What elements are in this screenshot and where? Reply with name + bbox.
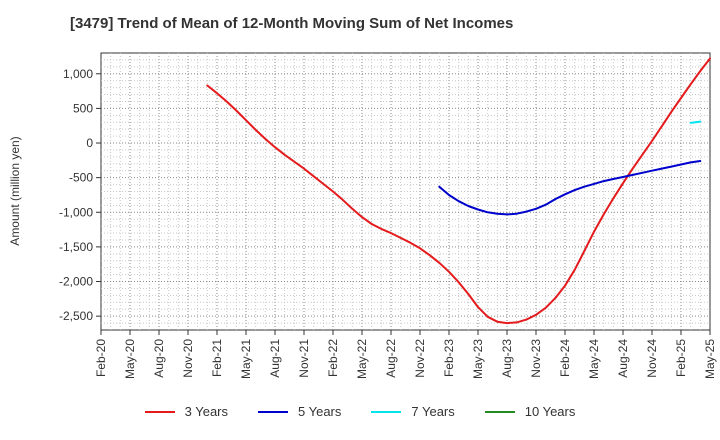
x-tick-label: Aug-24 bbox=[616, 339, 630, 378]
legend-item-7-years: 7 Years bbox=[371, 404, 455, 419]
legend-swatch-5-years bbox=[258, 410, 288, 413]
x-tick-label: May-25 bbox=[703, 339, 717, 379]
x-tick-label: May-24 bbox=[587, 339, 601, 379]
legend-item-10-years: 10 Years bbox=[484, 404, 576, 419]
x-tick-label: Feb-20 bbox=[94, 339, 108, 377]
x-tick-label: Feb-23 bbox=[442, 339, 456, 377]
x-tick-label: Feb-25 bbox=[674, 339, 688, 377]
y-axis-label: Amount (million yen) bbox=[8, 136, 22, 245]
legend-label-3-years: 3 Years bbox=[184, 404, 228, 419]
x-tick-label: Feb-22 bbox=[326, 339, 340, 377]
y-tick-label: -2,000 bbox=[59, 275, 93, 289]
y-tick-label: -500 bbox=[69, 171, 93, 185]
y-tick-label: -2,500 bbox=[59, 309, 93, 323]
x-tick-label: Nov-20 bbox=[181, 339, 195, 378]
x-tick-label: Nov-24 bbox=[645, 339, 659, 378]
y-tick-label: -1,500 bbox=[59, 240, 93, 254]
x-tick-label: Nov-22 bbox=[413, 339, 427, 378]
x-tick-label: Aug-20 bbox=[152, 339, 166, 378]
y-tick-label: -1,000 bbox=[59, 205, 93, 219]
x-tick-label: Feb-21 bbox=[210, 339, 224, 377]
legend: 3 Years 5 Years 7 Years 10 Years bbox=[0, 404, 720, 419]
x-tick-label: Aug-22 bbox=[384, 339, 398, 378]
y-tick-label: 0 bbox=[86, 136, 93, 150]
legend-label-7-years: 7 Years bbox=[411, 404, 455, 419]
x-tick-label: Aug-21 bbox=[268, 339, 282, 378]
legend-swatch-10-years bbox=[484, 410, 515, 413]
legend-label-10-years: 10 Years bbox=[524, 404, 576, 419]
y-tick-label: 1,000 bbox=[63, 67, 93, 81]
series-line-7-years bbox=[689, 120, 702, 124]
x-tick-label: May-22 bbox=[355, 339, 369, 379]
legend-item-5-years: 5 Years bbox=[258, 404, 341, 419]
series-line-3-years bbox=[206, 57, 711, 325]
x-tick-label: Nov-21 bbox=[297, 339, 311, 378]
legend-swatch-3-years bbox=[144, 410, 175, 413]
x-axis: Feb-20 May-20 Aug-20 Nov-20 Feb-21 May-21 Aug-… bbox=[94, 330, 717, 379]
legend-item-3-years: 3 Years bbox=[144, 404, 228, 419]
x-tick-label: Feb-24 bbox=[558, 339, 572, 377]
series-line-5-years bbox=[438, 160, 702, 216]
x-tick-label: Nov-23 bbox=[529, 339, 543, 378]
series-lines bbox=[206, 57, 711, 325]
legend-swatch-7-years bbox=[371, 410, 402, 413]
x-tick-label: May-20 bbox=[123, 339, 137, 379]
y-axis: 1,000 500 0 -500 -1,000 -1,500 -2,000 -2,500 bbox=[59, 67, 101, 323]
x-tick-label: May-21 bbox=[239, 339, 253, 379]
x-tick-label: May-23 bbox=[471, 339, 485, 379]
x-tick-label: Aug-23 bbox=[500, 339, 514, 378]
y-tick-label: 500 bbox=[73, 101, 93, 115]
chart-plot: 1,000 500 0 -500 -1,000 -1,500 -2,000 -2,500 Fe… bbox=[8, 52, 717, 379]
legend-label-5-years: 5 Years bbox=[298, 404, 342, 419]
chart-title: [3479] Trend of Mean of 12-Month Moving … bbox=[70, 15, 514, 32]
